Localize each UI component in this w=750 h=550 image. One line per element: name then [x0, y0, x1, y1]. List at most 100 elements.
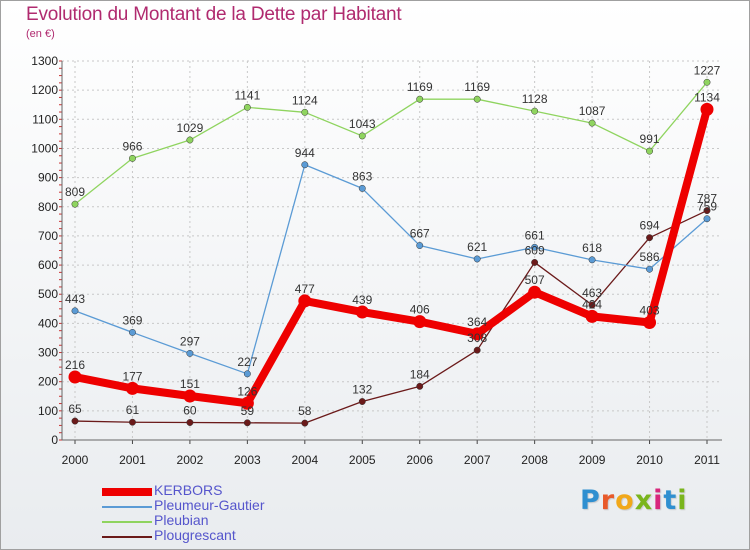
- x-tick-label: 2010: [636, 453, 663, 467]
- logo-letter: r: [600, 485, 616, 516]
- data-point-pleumeur-gautier: [358, 184, 366, 192]
- y-tick-label: 0: [51, 433, 58, 447]
- data-label-pleumeur-gautier: 369: [122, 313, 142, 327]
- data-point-pleubian: [646, 147, 653, 155]
- data-point-pleumeur-gautier: [416, 242, 424, 249]
- data-label-plougrescant: 59: [241, 404, 255, 418]
- data-point-pleumeur-gautier: [186, 349, 194, 357]
- logo-letter: t: [663, 485, 678, 516]
- data-label-kerbors: 364: [467, 315, 487, 329]
- x-tick-label: 2004: [291, 453, 318, 467]
- y-tick-label: 900: [38, 171, 58, 185]
- x-tick-label: 2008: [521, 453, 548, 467]
- y-tick-label: 100: [38, 404, 58, 418]
- data-label-pleubian: 1128: [522, 92, 548, 106]
- data-label-plougrescant: 609: [525, 243, 545, 257]
- y-tick-label: 1000: [31, 141, 58, 155]
- data-point-plougrescant: [358, 398, 366, 405]
- data-point-pleubian: [531, 107, 539, 115]
- data-point-kerbors: [643, 316, 657, 330]
- data-point-pleumeur-gautier: [531, 243, 539, 251]
- data-point-kerbors: [125, 381, 139, 395]
- data-point-plougrescant: [71, 417, 79, 425]
- data-point-kerbors: [355, 305, 369, 319]
- series-line-plougrescant: [74, 209, 708, 424]
- data-label-plougrescant: 132: [352, 383, 372, 397]
- data-point-pleumeur-gautier: [243, 370, 251, 378]
- y-tick-label: 600: [38, 258, 58, 272]
- x-tick-label: 2009: [579, 453, 606, 467]
- data-point-pleubian: [473, 95, 481, 103]
- logo-letter: P: [580, 485, 601, 516]
- data-point-pleumeur-gautier: [301, 161, 309, 169]
- data-label-pleumeur-gautier: 759: [697, 200, 717, 214]
- data-point-pleumeur-gautier: [588, 256, 596, 264]
- data-label-pleumeur-gautier: 297: [180, 334, 200, 348]
- data-point-plougrescant: [129, 418, 136, 426]
- data-point-plougrescant: [588, 301, 596, 309]
- x-tick-label: 2002: [177, 453, 204, 467]
- data-point-pleubian: [703, 78, 711, 86]
- x-tick-label: 2007: [464, 453, 491, 467]
- data-label-pleubian: 1141: [234, 88, 260, 102]
- chart-unit: (en €): [26, 28, 55, 40]
- data-label-pleubian: 991: [640, 132, 660, 146]
- data-point-plougrescant: [473, 346, 481, 354]
- data-label-plougrescant: 184: [410, 367, 430, 381]
- data-point-pleumeur-gautier: [71, 307, 79, 315]
- legend-swatch-pleubian: [102, 521, 152, 523]
- logo-letter: x: [634, 485, 654, 516]
- y-tick-label: 400: [38, 316, 58, 330]
- data-point-pleubian: [588, 119, 596, 127]
- data-label-pleubian: 1169: [407, 80, 433, 94]
- data-point-pleumeur-gautier: [473, 255, 481, 263]
- data-label-plougrescant: 694: [640, 219, 660, 233]
- data-label-pleubian: 1227: [694, 63, 721, 77]
- data-point-pleubian: [243, 103, 251, 111]
- data-label-plougrescant: 65: [68, 402, 82, 416]
- legend-swatch-plougrescant: [102, 536, 152, 538]
- data-point-pleumeur-gautier: [129, 328, 136, 336]
- series-line-pleubian: [74, 81, 708, 205]
- data-point-pleubian: [129, 154, 136, 162]
- data-label-plougrescant: 61: [126, 403, 140, 417]
- data-point-kerbors: [68, 370, 82, 384]
- data-point-kerbors: [700, 102, 714, 116]
- logo-letter: o: [615, 485, 635, 516]
- data-point-kerbors: [470, 327, 484, 341]
- legend-swatch-kerbors: [102, 488, 152, 496]
- data-point-kerbors: [240, 396, 254, 410]
- data-label-pleubian: 966: [122, 139, 142, 153]
- data-label-kerbors: 151: [180, 377, 200, 391]
- legend-swatch-pleumeur-gautier: [102, 506, 152, 508]
- y-tick-label: 200: [38, 375, 58, 389]
- data-label-pleumeur-gautier: 586: [640, 250, 660, 264]
- legend-label-pleubian: Pleubian: [154, 512, 209, 528]
- data-label-pleubian: 1169: [464, 80, 490, 94]
- x-tick-label: 2003: [234, 453, 261, 467]
- series-line-pleumeur-gautier: [74, 164, 708, 375]
- data-point-kerbors: [298, 294, 312, 308]
- proxiti-logo: Proxiti: [580, 485, 688, 516]
- data-label-pleubian: 1124: [292, 93, 318, 107]
- data-point-kerbors: [585, 309, 599, 323]
- data-label-pleubian: 809: [65, 185, 85, 199]
- data-label-pleumeur-gautier: 227: [237, 355, 257, 369]
- data-point-kerbors: [413, 315, 427, 329]
- data-label-pleumeur-gautier: 863: [352, 169, 372, 183]
- data-point-pleubian: [301, 108, 309, 116]
- data-label-pleubian: 1029: [177, 121, 204, 135]
- data-label-plougrescant: 787: [697, 192, 717, 206]
- data-label-kerbors: 477: [295, 282, 315, 296]
- data-label-pleumeur-gautier: 621: [467, 240, 487, 254]
- legend-label-pleumeur-gautier: Pleumeur-Gautier: [154, 497, 265, 513]
- data-label-kerbors: 403: [640, 304, 660, 318]
- legend-label-kerbors: KERBORS: [154, 482, 223, 498]
- y-tick-label: 800: [38, 200, 58, 214]
- data-label-plougrescant: 463: [582, 286, 602, 300]
- x-tick-label: 2005: [349, 453, 376, 467]
- data-label-plougrescant: 308: [467, 331, 487, 345]
- data-label-kerbors: 177: [122, 369, 142, 383]
- legend-label-plougrescant: Plougrescant: [154, 527, 236, 543]
